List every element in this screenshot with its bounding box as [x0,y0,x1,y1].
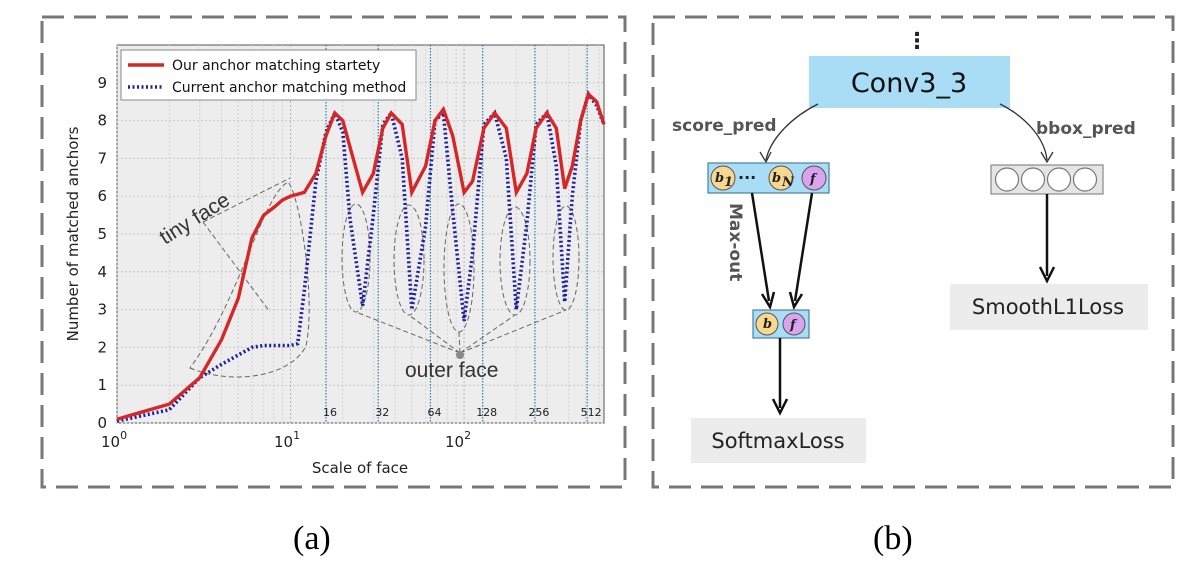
outer-face-ellipse-5 [552,205,580,311]
y-tick-label: 4 [97,263,107,281]
panel-a-frame [40,15,627,489]
softmax-loss-label: SoftmaxLoss [711,429,844,453]
bN-symbol: b [772,171,781,186]
y-tick-label: 0 [97,414,107,432]
outer-face-pointer-1 [355,311,461,354]
softmax-loss-box [691,418,866,463]
x-tick-labels: 100 101 102 [101,429,471,451]
max-out-label: Max-out [725,203,745,281]
outer-face-annotation: outer face [405,359,498,382]
x-tick-label-2: 102 [445,429,471,451]
x-tick-exp-2: 2 [464,429,471,442]
maxout-arrowhead-f [788,291,804,311]
out-f-circle [782,312,806,336]
score-pred-label: score_pred [672,116,777,136]
conv-label: Conv3_3 [851,68,967,99]
anchor-scale-label: 256 [528,406,549,419]
y-tick-labels: 0 1 2 3 4 5 6 7 8 9 [97,74,107,432]
y-axis-label: Number of matched anchors [64,126,82,341]
arrowhead-score [759,151,772,164]
y-tick-label: 9 [97,74,107,92]
ellipsis-symbol: ··· [738,168,756,187]
y-tick-label: 5 [97,225,107,243]
caption-a: (a) [293,520,331,557]
panel-b-frame [651,15,1175,489]
outer-face-ellipse-3 [443,203,475,333]
b1-subscript: 1 [724,175,733,190]
gridlines [116,45,604,424]
outer-face-pointer-5 [459,309,567,354]
x-tick-exp-1: 1 [293,429,300,442]
annotation-guides [189,177,580,378]
diagram-b: ⋮ Conv3_3 score_pred bbox_pred b 1 ··· b… [672,29,1148,463]
anchor-scale-lines: 16 32 64 128 256 512 [323,45,602,423]
outer-face-pointer-3 [458,331,461,354]
arrow-to-score [765,103,819,161]
maxout-arrow-f [793,192,814,302]
y-tick-label: 8 [97,112,107,130]
y-tick-label: 1 [97,376,107,394]
tiny-face-pointer-1 [202,221,271,313]
caption-b: (b) [873,520,913,557]
outer-face-pointer-4 [459,314,516,354]
x-tick-label-1: 101 [274,429,300,451]
anchor-scale-label: 64 [427,406,441,419]
legend-label-ours: Our anchor matching startety [172,58,380,74]
out-b-circle [755,312,779,336]
tiny-face-region [189,181,310,378]
anchor-scale-label: 16 [323,406,337,419]
x-tick-label-0: 100 [101,429,127,451]
bN-circle [768,165,794,191]
continuation-dots: ⋮ [906,29,928,54]
outer-face-ellipse-2 [393,204,425,316]
anchor-scale-label: 128 [476,406,497,419]
maxout-arrowhead-b [760,291,776,311]
bbox-pred-label: bbox_pred [1036,119,1136,139]
maxout-arrow-b [750,192,771,302]
outer-face-pointer-2 [408,314,461,354]
bbox-circle-3 [1046,167,1072,192]
out-b-symbol: b [763,317,772,332]
smoothl1-loss-box [950,284,1148,330]
legend: Our anchor matching startety Current anc… [120,49,417,101]
arrowhead-bbox [1040,151,1054,164]
arrowhead-smoothl1 [1038,266,1056,284]
f-symbol: f [809,172,818,187]
out-f-symbol: f [789,318,798,333]
y-tick-label: 7 [97,149,107,167]
legend-box [120,49,417,101]
y-tick-label: 3 [97,301,107,319]
anchor-scale-label: 32 [375,406,389,419]
b1-symbol: b [715,171,724,186]
y-tick-label: 6 [97,187,107,205]
anchor-scale-label: 512 [581,406,602,419]
arrowhead-softmax [771,398,789,416]
outer-face-hub [456,351,464,359]
smoothl1-loss-label: SmoothL1Loss [972,295,1124,319]
b1-circle [710,165,736,191]
arrow-to-bbox [999,103,1048,161]
tiny-face-pointer-2 [202,177,291,223]
series-ours-line [116,90,606,421]
bbox-circle-4 [1072,167,1098,192]
bbox-circle-1 [994,167,1020,192]
bbox-circle-2 [1020,167,1046,192]
conv-box [809,56,1010,108]
outer-face-ellipse-1 [341,203,371,313]
f-circle [801,165,827,191]
x-tick-exp-0: 0 [120,429,127,442]
x-axis-label: Scale of face [312,459,408,477]
bN-subscript: N [781,175,795,190]
legend-label-current: Current anchor matching method [172,80,406,96]
y-tick-label: 2 [97,338,107,356]
